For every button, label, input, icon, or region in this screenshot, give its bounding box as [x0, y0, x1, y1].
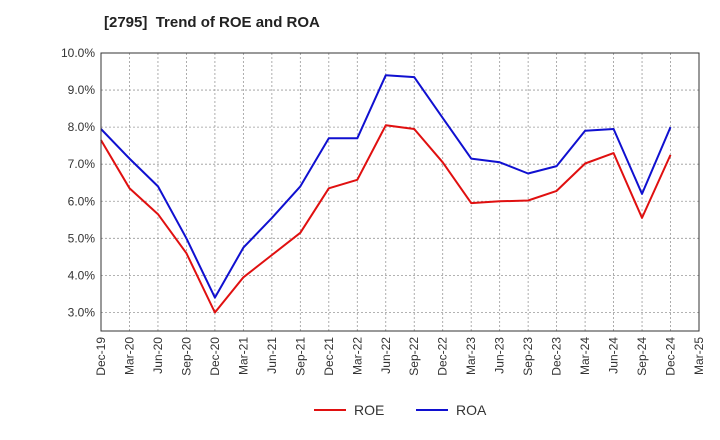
grid-lines	[101, 52, 699, 331]
y-tick-label: 6.0%	[68, 194, 96, 208]
x-tick-label: Jun-24	[607, 337, 621, 374]
x-tick-label: Mar-23	[464, 337, 478, 375]
x-tick-label: Dec-20	[208, 337, 222, 376]
x-tick-label: Dec-19	[94, 337, 108, 376]
x-tick-label: Mar-24	[578, 337, 592, 375]
legend-item-roe: ROE	[314, 402, 384, 418]
chart-title: [2795] Trend of ROE and ROA	[104, 14, 320, 31]
x-tick-label: Jun-21	[265, 337, 279, 374]
x-tick-label: Jun-23	[493, 337, 507, 374]
x-tick-label: Sep-24	[635, 337, 649, 376]
y-axis-ticks: 3.0% 4.0% 5.0% 6.0% 7.0% 8.0% 9.0% 10.0%	[61, 46, 95, 319]
legend: ROE ROA	[0, 402, 720, 426]
x-tick-label: Mar-22	[350, 337, 364, 375]
x-tick-label: Sep-23	[521, 337, 535, 376]
y-tick-label: 8.0%	[68, 120, 96, 134]
legend-swatch-roe	[314, 409, 346, 411]
x-tick-label: Dec-22	[436, 337, 450, 376]
x-tick-label: Jun-20	[151, 337, 165, 374]
legend-swatch-roa	[416, 409, 448, 411]
x-tick-label: Mar-20	[122, 337, 136, 375]
legend-item-roa: ROA	[416, 402, 486, 418]
x-tick-label: Sep-20	[179, 337, 193, 376]
legend-label-roe: ROE	[354, 402, 385, 418]
series-lines	[100, 74, 672, 314]
y-tick-label: 4.0%	[68, 268, 96, 282]
y-tick-label: 9.0%	[68, 83, 96, 97]
x-tick-label: Sep-21	[293, 337, 307, 376]
x-tick-label: Dec-24	[664, 337, 678, 376]
x-tick-label: Sep-22	[407, 337, 421, 376]
y-tick-label: 10.0%	[61, 46, 95, 60]
x-axis-ticks: Dec-19 Mar-20 Jun-20 Sep-20 Dec-20 Mar-21 Jun-…	[94, 337, 706, 376]
x-tick-label: Jun-22	[379, 337, 393, 374]
x-tick-label: Mar-21	[236, 337, 250, 375]
series-line-roe	[100, 124, 672, 314]
y-tick-label: 3.0%	[68, 305, 96, 319]
y-tick-label: 5.0%	[68, 231, 96, 245]
series-line-roa	[100, 74, 672, 299]
x-tick-label: Mar-25	[692, 337, 706, 375]
x-tick-label: Dec-23	[550, 337, 564, 376]
legend-label-roa: ROA	[456, 402, 487, 418]
x-tick-label: Dec-21	[322, 337, 336, 376]
y-tick-label: 7.0%	[68, 157, 96, 171]
plot-frame	[100, 52, 700, 332]
